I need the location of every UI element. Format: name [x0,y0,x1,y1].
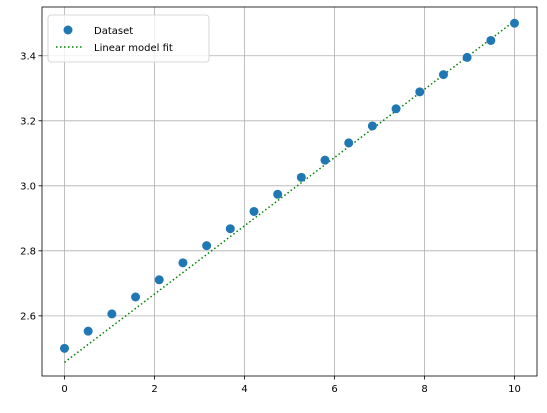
data-point [83,326,93,336]
data-point [154,275,164,285]
y-tick-label: 3.2 [20,116,36,127]
y-axis: 2.6 2.8 3.0 3.2 3.4 [20,51,42,322]
x-tick-label: 4 [241,384,247,395]
data-point [296,172,306,182]
legend-marker-dataset [63,25,73,35]
y-tick-label: 2.6 [20,311,36,322]
data-point [462,52,472,62]
data-point [273,189,283,199]
y-tick-label: 2.8 [20,246,36,257]
data-point [202,241,212,251]
legend-label-fit: Linear model fit [94,43,173,54]
legend: Dataset Linear model fit [47,14,210,63]
scatter-points [60,18,519,353]
data-point [320,155,330,165]
x-tick-label: 2 [151,384,157,395]
y-tick-label: 3.4 [20,51,36,62]
x-axis: 0 2 4 6 8 10 [61,376,521,395]
legend-box [47,14,210,63]
x-tick-label: 8 [421,384,427,395]
legend-label-dataset: Dataset [94,26,133,37]
data-point [178,258,188,268]
x-tick-label: 0 [61,384,67,395]
grid-lines [42,7,537,376]
data-point [510,18,519,28]
data-point [107,309,117,319]
data-point [60,343,69,353]
data-point [367,121,377,131]
x-tick-label: 10 [508,384,521,395]
data-point [131,292,141,302]
data-point [249,206,259,216]
x-tick-label: 6 [331,384,337,395]
data-point [438,70,448,80]
data-point [225,224,235,234]
data-point [415,87,425,97]
plot-area-frame [41,6,538,377]
data-point [486,35,496,45]
data-point [391,104,401,114]
data-point [344,138,354,148]
y-tick-label: 3.0 [20,181,36,192]
